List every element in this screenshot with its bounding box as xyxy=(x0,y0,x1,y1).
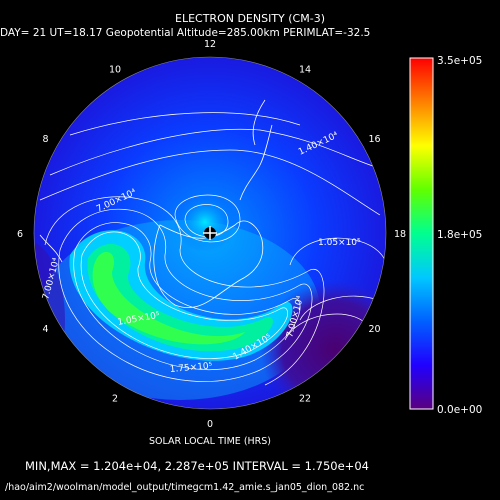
local-time-labels: 0 2 4 6 8 10 12 14 16 18 20 22 xyxy=(17,39,406,430)
local-time-label: 16 xyxy=(368,134,380,145)
chart-subtitle: DAY= 21 UT=18.17 Geopotential Altitude=2… xyxy=(0,27,370,39)
local-time-label: 6 xyxy=(17,229,23,240)
local-time-label: 8 xyxy=(42,134,48,145)
pole-marker xyxy=(203,226,217,240)
coastline xyxy=(39,99,273,309)
polar-disk: 1.40×10⁴ 7.00×10⁴ 1.05×10⁵ 7.00×10⁴ 1.05… xyxy=(33,56,387,410)
local-time-label: 22 xyxy=(299,394,311,405)
contour-label: 1.05×10⁵ xyxy=(318,238,361,248)
colorbar-tick-max: 3.5e+05 xyxy=(437,55,482,67)
local-time-label: 14 xyxy=(299,65,311,76)
local-time-label: 2 xyxy=(112,394,118,405)
dusk-low-density-region xyxy=(260,280,386,409)
local-time-label: 10 xyxy=(109,65,121,76)
pole-enhancement xyxy=(173,192,237,252)
local-time-label: 12 xyxy=(204,39,216,50)
local-time-label: 18 xyxy=(394,229,406,240)
colorbar-tick-mid: 1.8e+05 xyxy=(437,229,482,241)
colorbar-tick-min: 0.0e+00 xyxy=(437,404,482,416)
disk-border xyxy=(33,56,387,410)
local-time-label: 4 xyxy=(42,324,48,335)
chart-title: ELECTRON DENSITY (CM-3) xyxy=(175,12,325,25)
x-axis-label: SOLAR LOCAL TIME (HRS) xyxy=(149,436,271,447)
contour-label: 1.75×10⁵ xyxy=(169,361,213,375)
colorbar: 3.5e+05 1.8e+05 0.0e+00 xyxy=(409,55,482,416)
local-time-label: 0 xyxy=(207,419,213,430)
local-time-label: 20 xyxy=(368,324,380,335)
stats-line: MIN,MAX = 1.204e+04, 2.287e+05 INTERVAL … xyxy=(25,459,369,473)
tongue-core xyxy=(92,251,245,345)
colorbar-gradient xyxy=(409,57,434,410)
file-path: /hao/aim2/woolman/model_output/timegcm1.… xyxy=(5,482,364,493)
